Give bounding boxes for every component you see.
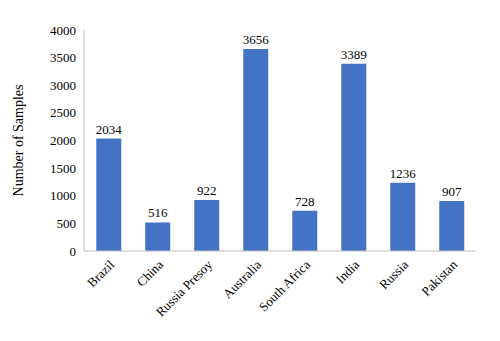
- svg-text:1000: 1000: [50, 188, 76, 203]
- svg-text:728: 728: [295, 194, 315, 209]
- svg-text:Brazil: Brazil: [84, 257, 117, 290]
- svg-text:0: 0: [70, 244, 77, 259]
- svg-text:India: India: [333, 257, 363, 287]
- svg-text:2000: 2000: [50, 133, 76, 148]
- svg-text:3656: 3656: [243, 32, 270, 47]
- svg-text:South Africa: South Africa: [256, 257, 313, 314]
- svg-text:922: 922: [197, 183, 217, 198]
- svg-text:516: 516: [148, 205, 168, 220]
- svg-text:China: China: [134, 257, 167, 290]
- svg-text:Number of Samples: Number of Samples: [11, 85, 26, 197]
- svg-text:500: 500: [57, 216, 77, 231]
- svg-text:3000: 3000: [50, 78, 76, 93]
- svg-text:Russia Presoy: Russia Presoy: [153, 257, 216, 320]
- svg-text:4000: 4000: [50, 23, 76, 38]
- svg-text:2034: 2034: [96, 122, 123, 137]
- svg-text:3389: 3389: [341, 47, 367, 62]
- svg-text:2500: 2500: [50, 105, 76, 120]
- svg-text:907: 907: [442, 184, 462, 199]
- svg-text:1500: 1500: [50, 161, 76, 176]
- svg-text:Russia: Russia: [376, 257, 411, 292]
- svg-text:3500: 3500: [50, 50, 76, 65]
- svg-text:Australia: Australia: [220, 257, 264, 301]
- svg-text:Pakistan: Pakistan: [418, 257, 460, 299]
- svg-text:1236: 1236: [390, 166, 417, 181]
